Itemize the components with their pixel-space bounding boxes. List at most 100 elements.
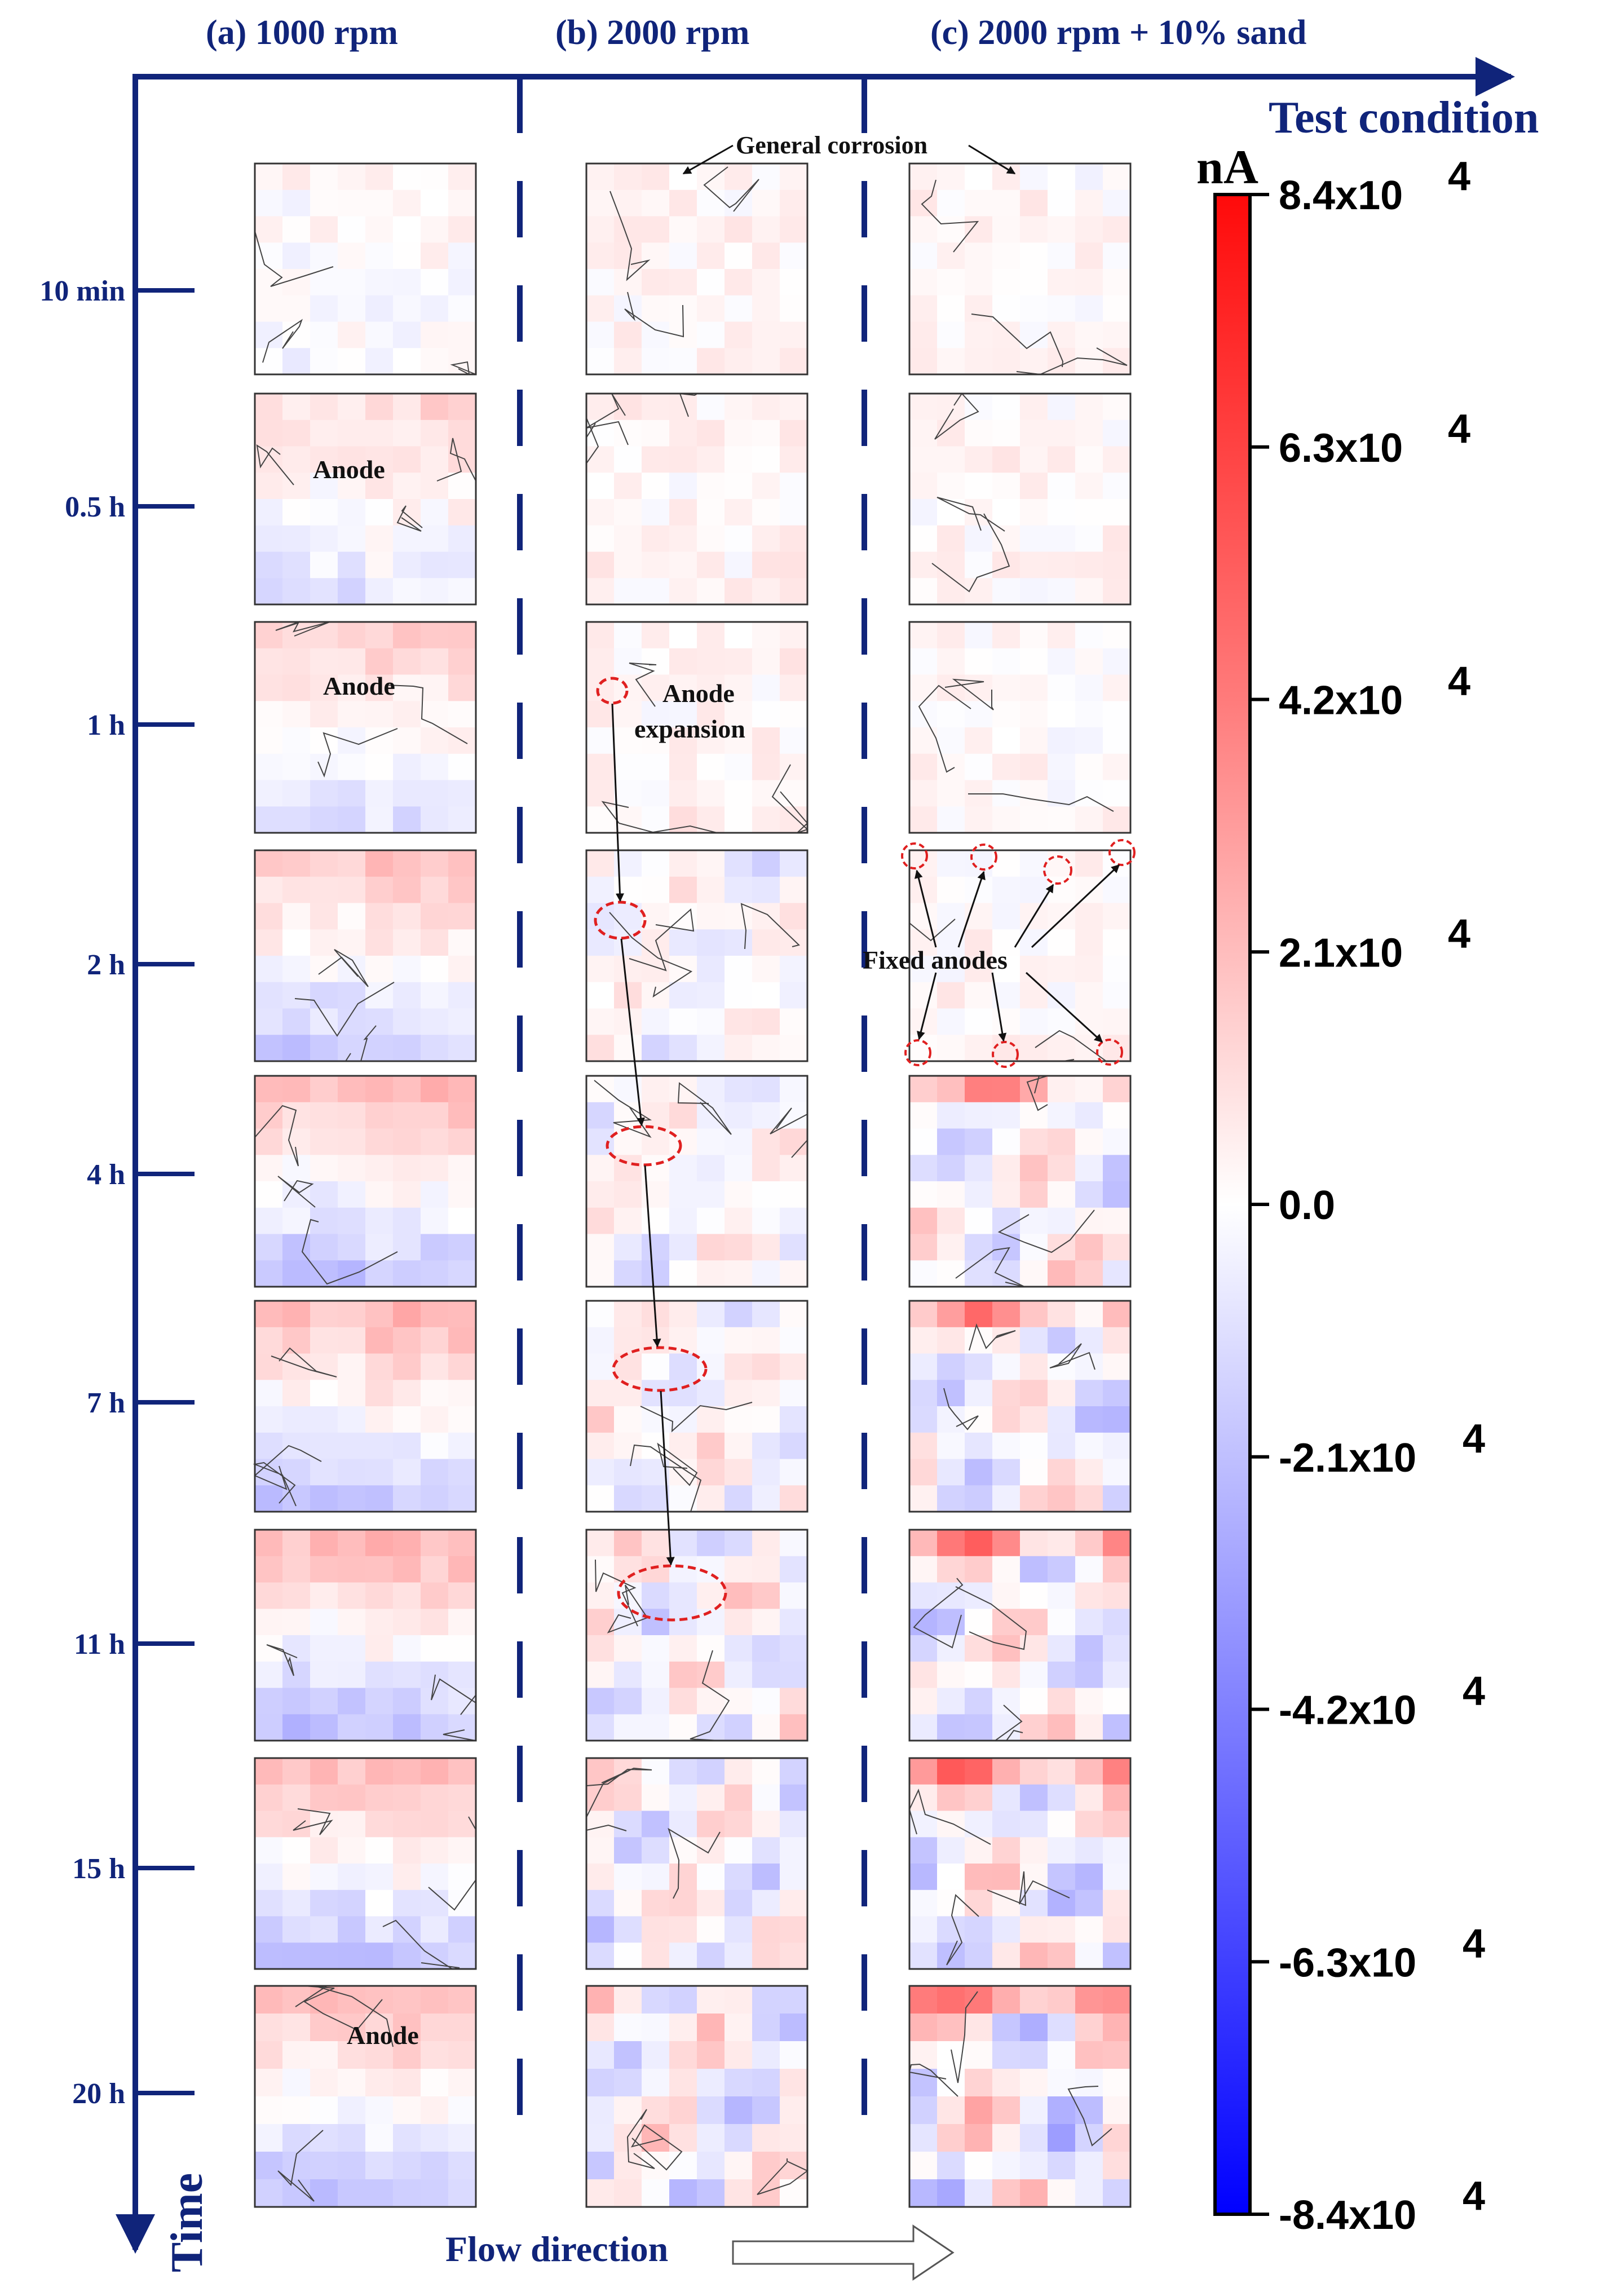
map-cell xyxy=(338,929,366,956)
map-cell xyxy=(310,1688,338,1715)
map-cell xyxy=(393,1758,421,1785)
map-cell xyxy=(965,1986,993,2014)
map-cell xyxy=(393,420,421,447)
map-cell xyxy=(421,1661,449,1689)
map-cell xyxy=(282,1916,311,1943)
map-cell xyxy=(752,348,780,375)
map-cell xyxy=(1075,1353,1103,1380)
map-cell xyxy=(1075,2152,1103,2180)
map-frame xyxy=(908,1300,1132,1513)
map-cell xyxy=(614,780,642,807)
map-cell xyxy=(1048,1916,1076,1943)
map-cell xyxy=(669,499,697,526)
fixed-anode-arrow-5 xyxy=(917,972,937,1040)
map-cell xyxy=(642,1076,670,1103)
map-cell xyxy=(965,551,993,579)
map-cell xyxy=(992,1327,1021,1354)
map-cell xyxy=(1020,1530,1048,1557)
map-cell xyxy=(1020,1556,1048,1583)
map-cell xyxy=(642,216,670,243)
map-cell xyxy=(338,473,366,500)
map-cell xyxy=(282,242,311,270)
map-cell xyxy=(282,1353,311,1380)
map-cell xyxy=(669,2014,697,2042)
map-cell xyxy=(642,1207,670,1235)
map-cell xyxy=(909,1942,938,1970)
map-cell xyxy=(1103,525,1131,553)
map-cell xyxy=(1103,1864,1131,1891)
map-frame xyxy=(254,849,477,1062)
map-cell xyxy=(965,1432,993,1460)
map-cell xyxy=(1075,499,1103,526)
map-cell xyxy=(725,1609,753,1636)
map-cell xyxy=(1103,1301,1131,1328)
map-cell xyxy=(965,850,993,877)
colorbar-tick-label-3: 2.1x10 xyxy=(1279,930,1403,975)
map-cell xyxy=(1103,1234,1131,1261)
map-cell xyxy=(909,1301,938,1328)
map-cell xyxy=(365,1102,394,1129)
map-cell xyxy=(992,1181,1021,1208)
map-cell xyxy=(1020,1837,1048,1864)
map-contour xyxy=(601,663,809,833)
map-cell xyxy=(614,622,642,649)
map-cell xyxy=(697,420,725,447)
map-cell xyxy=(1075,2041,1103,2069)
map-cell xyxy=(1048,622,1076,649)
map-cell xyxy=(1048,1582,1076,1609)
map-cell xyxy=(780,1234,808,1261)
map-cell xyxy=(1075,1811,1103,1838)
map-cell xyxy=(614,648,642,675)
map-cell xyxy=(642,164,670,191)
map-cell xyxy=(937,1485,965,1512)
map-cell xyxy=(752,525,780,553)
map-cell xyxy=(614,1811,642,1838)
map-cell xyxy=(725,242,753,270)
map-cell xyxy=(752,1714,780,1741)
map-cell xyxy=(725,806,753,833)
map-cell xyxy=(448,473,476,500)
map-cell xyxy=(1048,929,1076,956)
map-cell xyxy=(310,1406,338,1433)
map-cell xyxy=(421,850,449,877)
map-cell xyxy=(725,269,753,296)
map-cell xyxy=(725,2179,753,2207)
map-cell xyxy=(780,876,808,904)
map-cell xyxy=(697,1207,725,1235)
map-cell xyxy=(586,499,615,526)
map-contour xyxy=(918,678,1114,812)
map-cell xyxy=(282,578,311,605)
map-cell xyxy=(282,1864,311,1891)
map-cell xyxy=(310,189,338,217)
map-cell xyxy=(780,1609,808,1636)
fixed-anode-4 xyxy=(1108,839,1136,866)
map-cell xyxy=(669,2179,697,2207)
map-cell xyxy=(965,2096,993,2125)
map-cell xyxy=(992,1530,1021,1557)
map-cell xyxy=(282,446,311,473)
map-cell xyxy=(909,1234,938,1261)
map-contour xyxy=(908,1991,1112,2147)
map-cell xyxy=(365,551,394,579)
map-cell xyxy=(1048,1207,1076,1235)
map-cell xyxy=(669,1406,697,1433)
map-cell xyxy=(1075,578,1103,605)
map-cell xyxy=(421,499,449,526)
map-cell xyxy=(1020,1986,1048,2014)
map-cell xyxy=(586,321,615,348)
map-cell xyxy=(752,2152,780,2180)
map-cell xyxy=(752,1635,780,1662)
map-cell xyxy=(448,1008,476,1035)
map-cell xyxy=(1103,1035,1131,1062)
map-cell xyxy=(1075,1327,1103,1354)
map-cell xyxy=(965,2179,993,2207)
map-cell xyxy=(752,674,780,701)
map-cell xyxy=(642,446,670,473)
map-cell xyxy=(697,1076,725,1103)
map-cell xyxy=(642,551,670,579)
map-cell xyxy=(937,1556,965,1583)
map-cell xyxy=(697,1889,725,1917)
map-cell xyxy=(752,242,780,270)
map-cell xyxy=(338,1530,366,1557)
map-cell xyxy=(1103,242,1131,270)
